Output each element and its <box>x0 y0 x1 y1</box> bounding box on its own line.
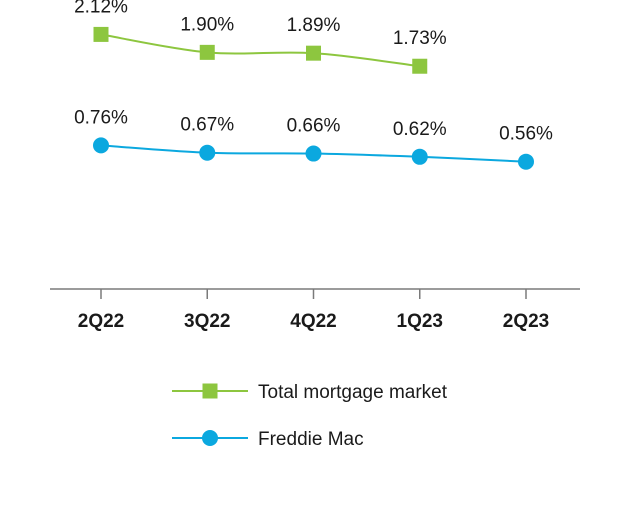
x-tick-label: 2Q22 <box>78 311 124 332</box>
data-label: 0.56% <box>499 124 553 145</box>
data-point <box>305 145 322 162</box>
x-tick-label: 2Q23 <box>503 311 549 332</box>
data-point <box>93 26 109 42</box>
data-point <box>411 148 428 165</box>
data-point <box>412 58 428 74</box>
series-1: 0.76% 0.67% 0.66% 0.62% 0.56% <box>74 107 553 170</box>
data-point <box>518 153 534 170</box>
data-point <box>199 44 215 60</box>
plot-area: 2.12% 1.90% 1.89% 1.73% 0.76% 0.67% 0.66% 0.62%… <box>74 0 553 170</box>
data-label: 1.90% <box>180 14 234 35</box>
data-label: 1.73% <box>393 28 447 49</box>
data-label: 0.76% <box>74 107 128 128</box>
data-label: 0.67% <box>180 115 234 136</box>
data-label: 1.89% <box>287 15 341 36</box>
series-line <box>100 33 420 68</box>
legend-item: Total mortgage market <box>172 382 448 403</box>
legend-label: Freddie Mac <box>258 429 364 450</box>
x-tick-label: 4Q22 <box>290 311 336 332</box>
legend-item: Freddie Mac <box>172 429 364 450</box>
data-label: 0.66% <box>287 116 341 137</box>
legend-label: Total mortgage market <box>258 382 448 403</box>
data-label: 0.62% <box>393 119 447 140</box>
legend-marker <box>202 430 218 446</box>
data-label: 2.12% <box>74 0 128 17</box>
data-point <box>199 144 216 161</box>
x-axis-ticks: 2Q22 3Q22 4Q22 1Q23 2Q23 <box>78 289 549 332</box>
data-point <box>93 137 109 154</box>
x-tick-label: 1Q23 <box>397 311 443 332</box>
legend: Total mortgage market Freddie Mac <box>172 382 448 450</box>
legend-marker <box>202 383 218 399</box>
x-tick-label: 3Q22 <box>184 311 230 332</box>
series-0: 2.12% 1.90% 1.89% 1.73% <box>74 0 447 74</box>
data-point <box>306 45 321 61</box>
